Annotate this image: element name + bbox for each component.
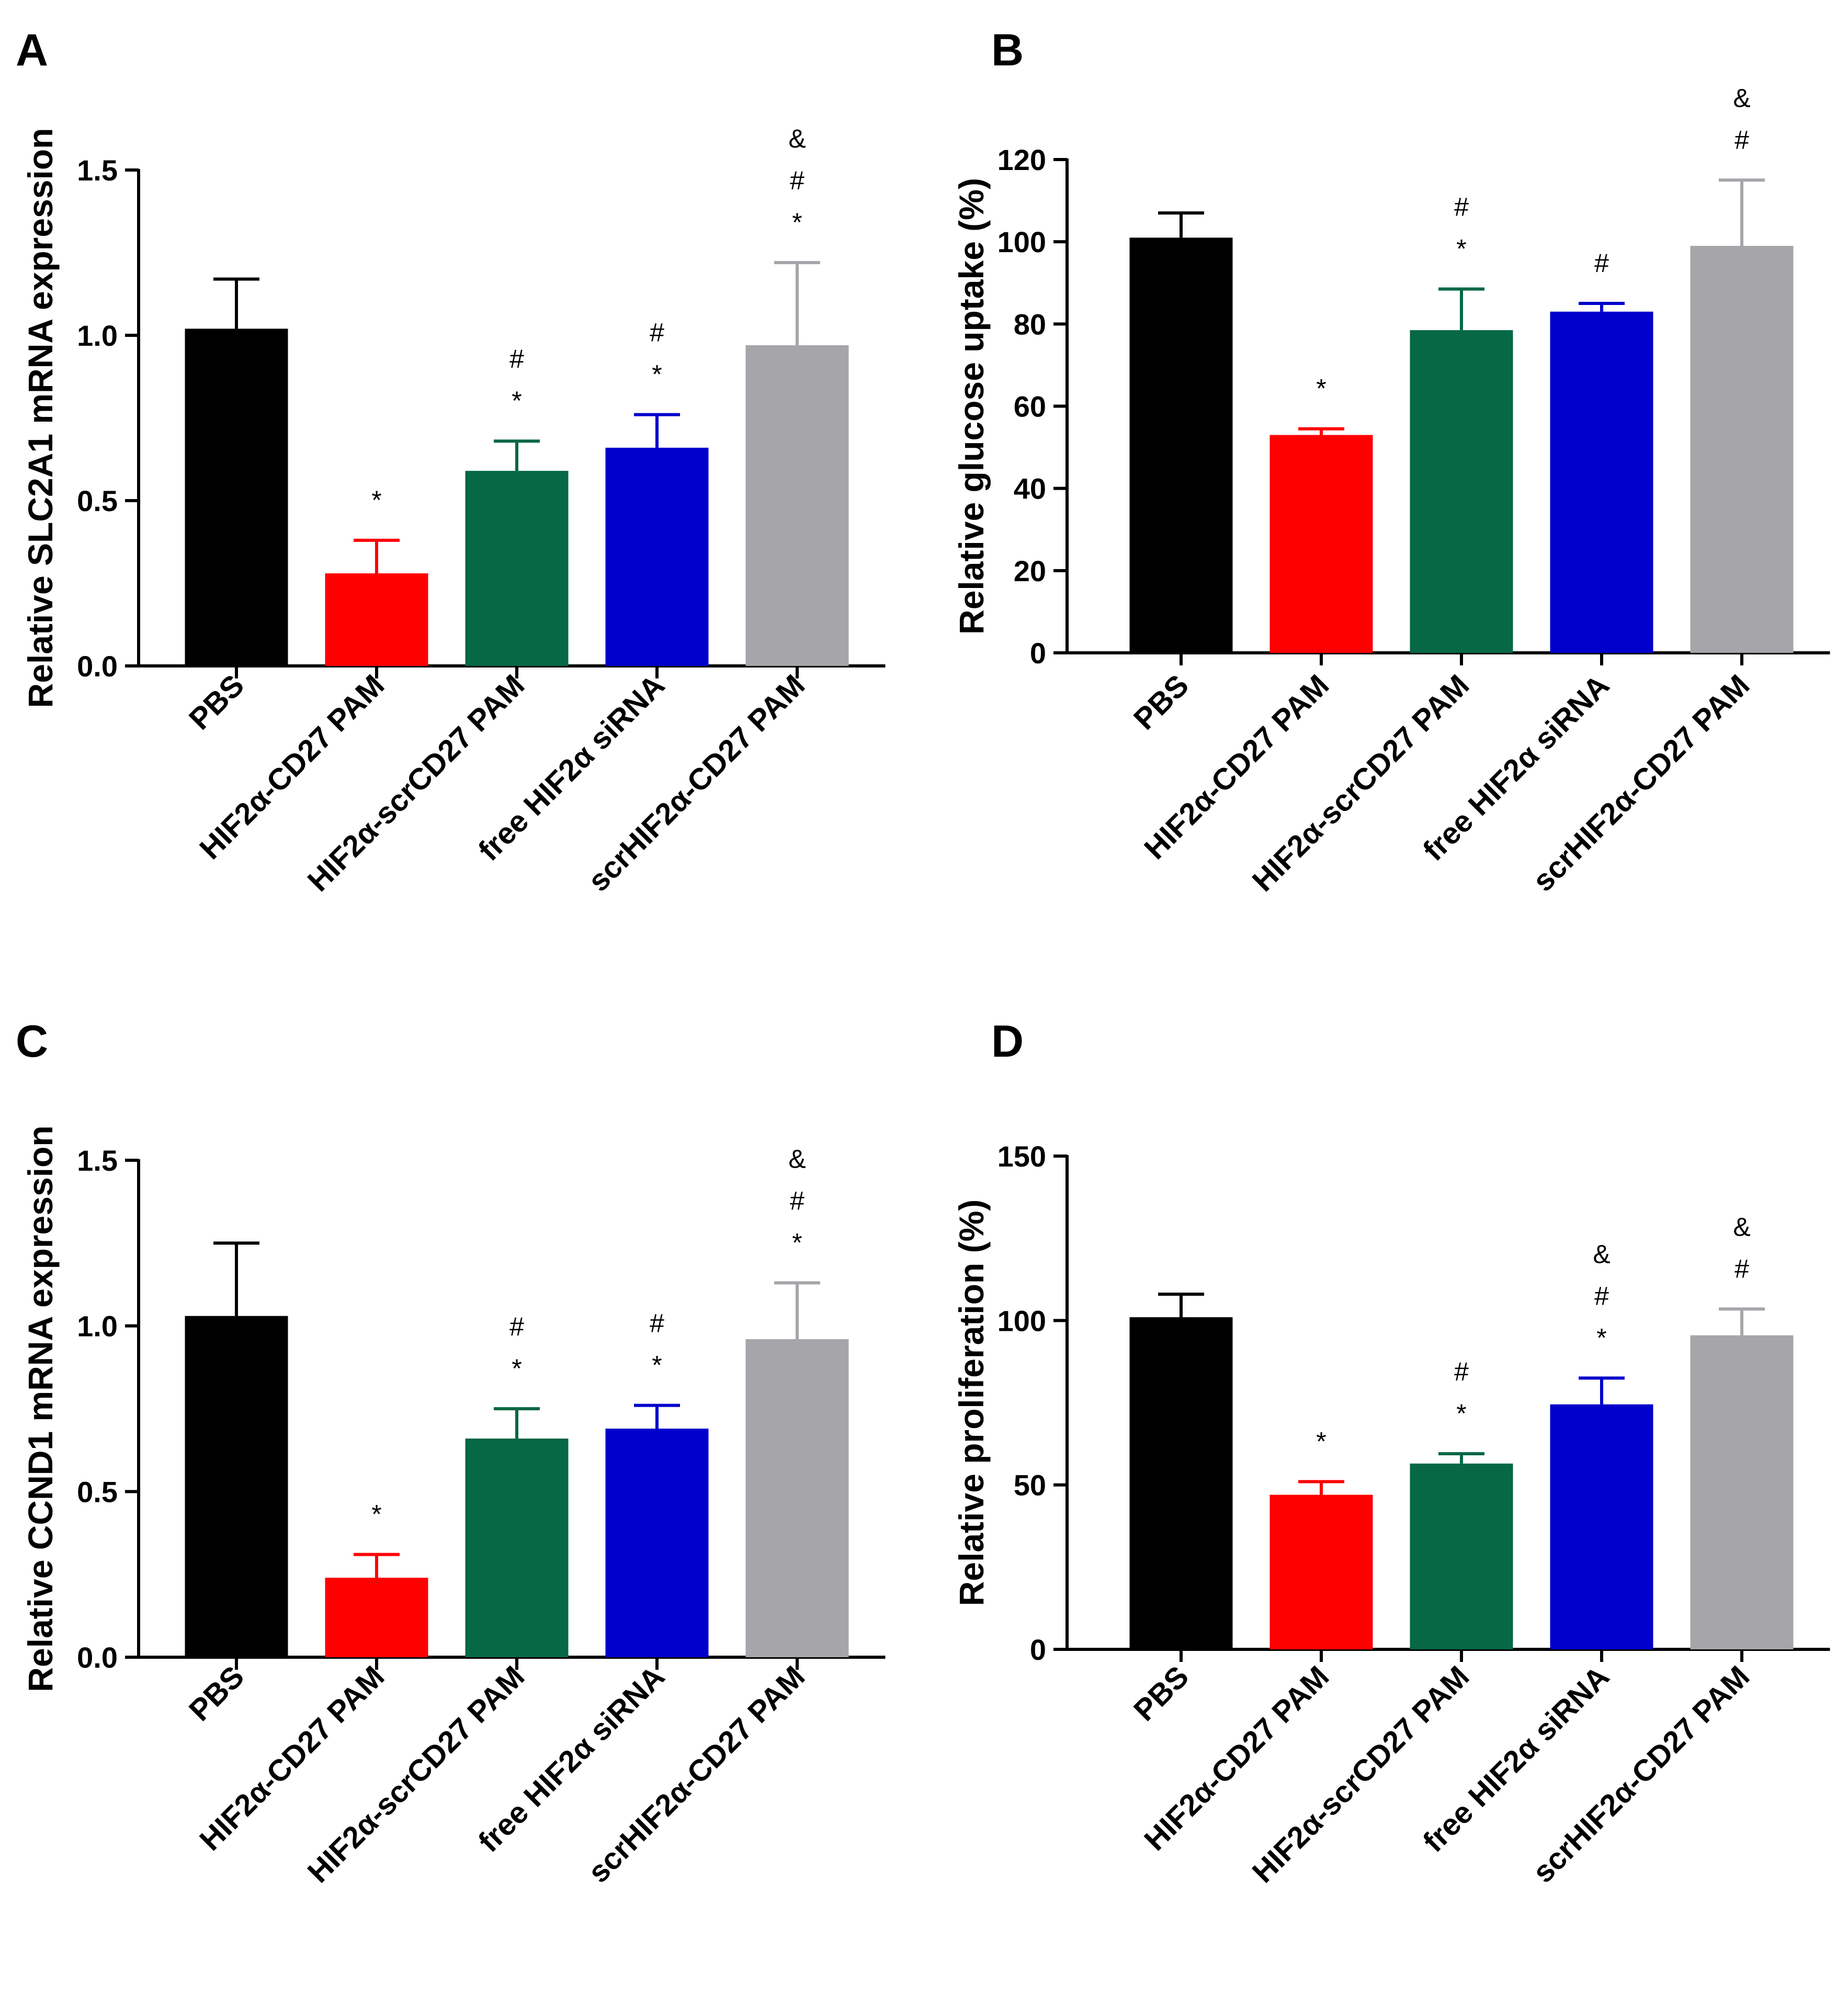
y-tick-label: 1.5	[77, 154, 118, 187]
significance-mark: #	[650, 1309, 664, 1338]
y-axis-label: Relative proliferation (%)	[952, 1199, 991, 1606]
y-tick-label: 50	[1014, 1469, 1046, 1502]
significance-mark: *	[1456, 234, 1466, 264]
category-label: PBS	[1127, 668, 1195, 736]
panel-letter: A	[16, 25, 48, 75]
y-tick-label: 1.0	[77, 319, 118, 352]
significance-mark: &	[1593, 1239, 1610, 1269]
bar	[1550, 311, 1653, 653]
y-axis-label: Relative SLC2A1 mRNA expression	[21, 128, 60, 708]
y-tick-label: 20	[1014, 554, 1046, 587]
significance-mark: *	[792, 208, 802, 237]
significance-mark: &	[788, 124, 806, 153]
y-tick-label: 0	[1030, 1633, 1046, 1666]
chart-panel-B: B Relative glucose uptake (%) 0 20 40 60 80 100…	[952, 25, 1830, 898]
significance-mark: #	[509, 344, 524, 374]
y-tick-label: 120	[997, 143, 1046, 176]
bar	[185, 329, 288, 666]
y-tick-label: 0.5	[77, 484, 118, 517]
y-tick-label: 0.5	[77, 1475, 118, 1508]
significance-mark: *	[652, 360, 662, 389]
significance-mark: #	[1594, 248, 1609, 278]
significance-mark: #	[790, 1186, 804, 1215]
significance-mark: #	[650, 318, 664, 347]
y-tick-label: 100	[997, 225, 1046, 258]
bar	[325, 1578, 428, 1657]
bar	[185, 1316, 288, 1657]
significance-mark: #	[1454, 1357, 1469, 1386]
chart-panel-C: C Relative CCND1 mRNA expression 0.0 0.5 1.0…	[16, 1016, 886, 1889]
significance-mark: &	[1733, 83, 1750, 112]
bar	[605, 447, 709, 666]
y-tick-label: 100	[997, 1304, 1046, 1337]
category-label: PBS	[183, 668, 251, 736]
y-tick-label: 0	[1030, 637, 1046, 670]
significance-mark: *	[792, 1228, 802, 1257]
chart-panel-D: D Relative proliferation (%) 0 50 100 150 PBS *…	[952, 1016, 1830, 1889]
y-tick-label: 60	[1014, 390, 1046, 423]
bar	[325, 573, 428, 666]
significance-mark: *	[512, 386, 521, 415]
y-axis-label: Relative glucose uptake (%)	[952, 178, 991, 635]
category-label: PBS	[1127, 1659, 1195, 1727]
y-tick-label: 1.5	[77, 1144, 118, 1177]
y-tick-label: 0.0	[77, 1641, 118, 1674]
significance-mark: #	[1594, 1281, 1609, 1310]
bar	[745, 1339, 849, 1657]
y-tick-label: 40	[1014, 472, 1046, 505]
significance-mark: *	[371, 485, 381, 515]
panel-letter: D	[991, 1016, 1024, 1067]
significance-mark: #	[1454, 193, 1469, 222]
y-tick-label: 1.0	[77, 1310, 118, 1343]
y-tick-label: 150	[997, 1140, 1046, 1173]
bar	[1269, 1495, 1373, 1649]
significance-mark: #	[790, 166, 804, 195]
significance-mark: *	[512, 1354, 521, 1383]
significance-mark: *	[1316, 1427, 1326, 1456]
significance-mark: *	[371, 1500, 381, 1529]
panel-letter: C	[16, 1016, 48, 1067]
bar	[465, 1439, 569, 1657]
significance-mark: &	[788, 1144, 806, 1173]
significance-mark: *	[652, 1351, 662, 1380]
y-tick-label: 0.0	[77, 650, 118, 683]
significance-mark: *	[1596, 1323, 1606, 1352]
significance-mark: #	[509, 1312, 524, 1341]
category-label: PBS	[183, 1659, 251, 1727]
bar	[1690, 246, 1794, 653]
bar	[1129, 237, 1233, 653]
bar	[1410, 330, 1513, 653]
significance-mark: *	[1316, 374, 1326, 403]
significance-mark: #	[1734, 125, 1749, 154]
bar	[1129, 1317, 1233, 1649]
significance-mark: &	[1733, 1212, 1750, 1241]
bar	[605, 1429, 709, 1657]
bar	[465, 471, 569, 666]
chart-panel-A: A Relative SLC2A1 mRNA expression 0.0 0.5 1.…	[16, 25, 886, 898]
significance-mark: *	[1456, 1399, 1466, 1428]
bar	[745, 345, 849, 666]
bar	[1269, 435, 1373, 653]
bar	[1550, 1404, 1653, 1649]
y-tick-label: 80	[1014, 308, 1046, 341]
panel-letter: B	[991, 25, 1024, 75]
significance-mark: #	[1734, 1254, 1749, 1283]
y-axis-label: Relative CCND1 mRNA expression	[21, 1125, 60, 1692]
bar	[1410, 1463, 1513, 1649]
bar	[1690, 1335, 1794, 1649]
